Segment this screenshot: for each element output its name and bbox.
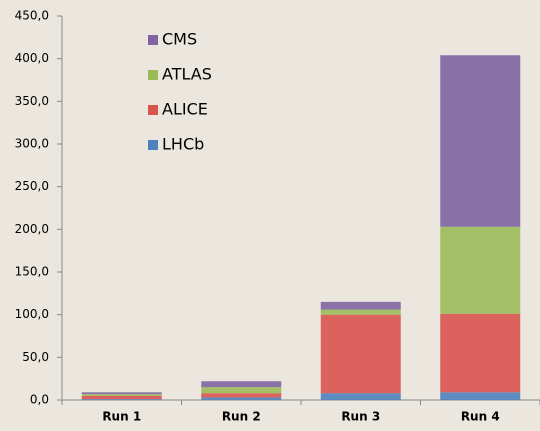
y-tick-label: 200,0 bbox=[15, 222, 49, 236]
bar-segment bbox=[81, 399, 162, 400]
y-tick-label: 250,0 bbox=[15, 179, 49, 193]
bar-segment bbox=[201, 381, 282, 388]
y-tick-label: 150,0 bbox=[15, 265, 49, 279]
y-tick-label: 100,0 bbox=[15, 307, 49, 321]
y-tick-label: 50,0 bbox=[22, 350, 49, 364]
bar-segment bbox=[81, 395, 162, 400]
legend-label: LHCb bbox=[162, 135, 204, 154]
bar-segment bbox=[201, 393, 282, 398]
x-tick-label: Run 4 bbox=[461, 410, 500, 424]
legend-swatch bbox=[148, 35, 158, 45]
bar-segment bbox=[81, 394, 162, 396]
bar-segment bbox=[320, 314, 401, 394]
y-tick-label: 0,0 bbox=[30, 393, 49, 407]
y-tick-label: 450,0 bbox=[15, 9, 49, 23]
bar-segment bbox=[440, 313, 521, 393]
bar-segment bbox=[440, 55, 521, 227]
bar-segment bbox=[81, 392, 162, 395]
y-tick-label: 400,0 bbox=[15, 51, 49, 65]
x-tick-label: Run 2 bbox=[222, 410, 261, 424]
legend-label: CMS bbox=[162, 30, 197, 49]
legend-label: ALICE bbox=[162, 100, 208, 119]
bar-segment bbox=[320, 393, 401, 400]
bar-segment bbox=[440, 392, 521, 400]
legend-swatch bbox=[148, 70, 158, 80]
bar-segment bbox=[201, 397, 282, 400]
bar-segment bbox=[440, 226, 521, 314]
legend-swatch bbox=[148, 105, 158, 115]
bar-segment bbox=[201, 387, 282, 394]
y-tick-label: 300,0 bbox=[15, 137, 49, 151]
legend-swatch bbox=[148, 140, 158, 150]
bar-segment bbox=[320, 309, 401, 315]
legend-label: ATLAS bbox=[162, 65, 212, 84]
y-tick-label: 350,0 bbox=[15, 94, 49, 108]
x-tick-label: Run 1 bbox=[102, 410, 141, 424]
x-tick-label: Run 3 bbox=[341, 410, 380, 424]
bar-segment bbox=[320, 301, 401, 310]
